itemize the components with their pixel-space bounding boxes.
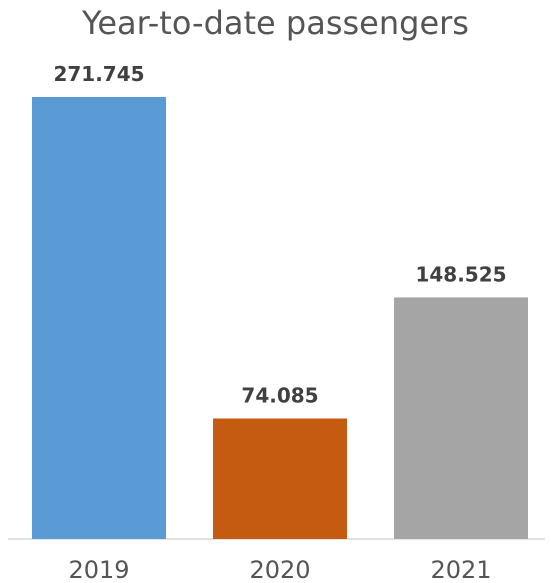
bar-2020	[213, 418, 347, 539]
data-label-2020: 74.085	[241, 383, 318, 407]
x-tick-label-2020: 2020	[249, 556, 310, 583]
chart-title: Year-to-date passengers	[82, 4, 469, 42]
data-label-2021: 148.525	[415, 262, 506, 286]
x-tick-label-2019: 2019	[68, 556, 129, 583]
bar-2021	[394, 297, 528, 539]
bar-2019	[32, 97, 166, 539]
data-label-2019: 271.745	[53, 62, 144, 86]
x-tick-label-2021: 2021	[430, 556, 491, 583]
